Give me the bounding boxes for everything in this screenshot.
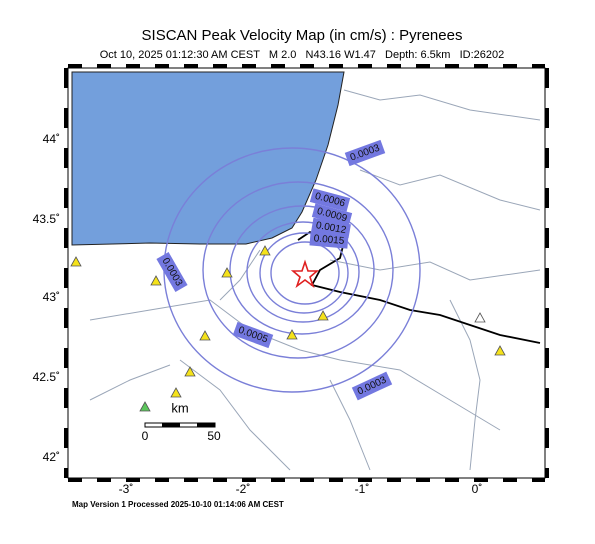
frame-tick bbox=[97, 478, 111, 482]
contour-label-box bbox=[232, 321, 274, 349]
frame-tick bbox=[126, 64, 140, 68]
frame-tick bbox=[68, 478, 82, 482]
scale-tick: 0 bbox=[142, 429, 149, 443]
frame-tick bbox=[503, 64, 517, 68]
frame-tick bbox=[64, 308, 68, 328]
frame-tick bbox=[155, 64, 169, 68]
frame-tick bbox=[416, 64, 430, 68]
latitude-label: 43˚ bbox=[43, 290, 60, 304]
contour-label-box bbox=[156, 252, 188, 292]
ocean bbox=[71, 71, 345, 246]
frame-tick bbox=[242, 478, 256, 482]
map: 0.00030.00060.00090.00120.00150.00030.00… bbox=[67, 67, 546, 479]
frame-tick bbox=[64, 388, 68, 408]
contour-label-text: 0.0012 bbox=[315, 220, 347, 236]
frame-tick bbox=[64, 268, 68, 288]
latitude-label: 42.5˚ bbox=[33, 370, 60, 384]
frame-tick bbox=[64, 148, 68, 168]
scale-tick: 50 bbox=[207, 429, 221, 443]
title: SISCAN Peak Velocity Map (in cm/s) : Pyr… bbox=[142, 27, 463, 44]
frame-tick bbox=[474, 478, 488, 482]
footer: Map Version 1 Processed 2025-10-10 01:14… bbox=[72, 500, 284, 509]
scale-unit: km bbox=[171, 400, 188, 415]
frame-tick bbox=[474, 64, 488, 68]
frame-tick bbox=[155, 478, 169, 482]
stations bbox=[70, 245, 506, 412]
frame-tick bbox=[329, 64, 343, 68]
longitude-label: -2˚ bbox=[236, 482, 251, 496]
epicenter bbox=[290, 259, 320, 289]
contour-label-box bbox=[344, 139, 386, 167]
longitude-label: 0˚ bbox=[472, 482, 483, 496]
frame-tick bbox=[545, 228, 549, 248]
frame-tick bbox=[545, 268, 549, 288]
contour-label-box bbox=[311, 203, 353, 227]
frame-tick bbox=[545, 108, 549, 128]
contour-label-box bbox=[351, 371, 393, 401]
frame-tick bbox=[416, 478, 430, 482]
frame-tick bbox=[184, 478, 198, 482]
frame-tick bbox=[64, 228, 68, 248]
frame-tick bbox=[97, 64, 111, 68]
frame-tick bbox=[545, 188, 549, 208]
latitude-label: 44˚ bbox=[43, 132, 60, 146]
frame-tick bbox=[387, 64, 401, 68]
longitude-label: -1˚ bbox=[355, 482, 370, 496]
frame-tick bbox=[532, 64, 545, 68]
frame-tick bbox=[545, 148, 549, 168]
contour-label-box bbox=[309, 188, 351, 212]
frame-tick bbox=[242, 64, 256, 68]
frame-tick bbox=[126, 478, 140, 482]
frame-tick bbox=[68, 64, 82, 68]
frame-tick bbox=[300, 478, 314, 482]
longitude-label: -3˚ bbox=[119, 482, 134, 496]
frame-tick bbox=[271, 64, 285, 68]
frame-tick bbox=[545, 308, 549, 328]
contour-label: 0.0006 bbox=[309, 188, 351, 212]
frame-tick bbox=[329, 478, 343, 482]
frame-tick bbox=[64, 348, 68, 368]
frame-tick bbox=[358, 478, 372, 482]
latitude-label: 43.5˚ bbox=[33, 212, 60, 226]
frame-tick bbox=[532, 478, 545, 482]
frame-tick bbox=[271, 478, 285, 482]
contour-label: 0.0015 bbox=[309, 231, 349, 249]
frame-tick bbox=[545, 348, 549, 368]
latitude-label: 42˚ bbox=[43, 450, 60, 464]
frame-tick bbox=[545, 428, 549, 448]
frame-tick bbox=[387, 478, 401, 482]
contours bbox=[163, 147, 421, 393]
frame-tick bbox=[64, 188, 68, 208]
subtitle: Oct 10, 2025 01:12:30 AM CEST M 2.0 N43.… bbox=[100, 49, 505, 61]
frame-tick bbox=[213, 64, 227, 68]
contour-label-box bbox=[309, 231, 349, 249]
frame-tick bbox=[184, 64, 198, 68]
frame-tick bbox=[503, 478, 517, 482]
frame-tick bbox=[545, 468, 549, 478]
frame-tick bbox=[64, 68, 68, 88]
frame-tick bbox=[545, 388, 549, 408]
frame-tick bbox=[300, 64, 314, 68]
frame-tick bbox=[64, 468, 68, 478]
frame-tick bbox=[358, 64, 372, 68]
frame-tick bbox=[545, 68, 549, 88]
contour-label-text: 0.0015 bbox=[313, 233, 345, 247]
frame-tick bbox=[213, 478, 227, 482]
scale-bar: km 0 50 bbox=[142, 400, 221, 443]
frame-tick bbox=[64, 108, 68, 128]
frame-tick bbox=[445, 64, 459, 68]
frame-tick bbox=[445, 478, 459, 482]
frame-tick bbox=[64, 428, 68, 448]
